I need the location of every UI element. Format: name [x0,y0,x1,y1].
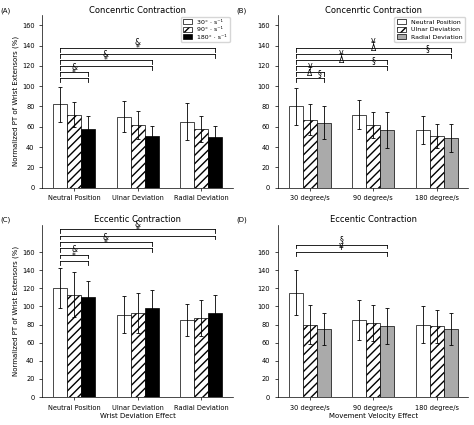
Text: *: * [136,226,139,235]
Text: ¥: ¥ [371,38,375,47]
Title: Eccentic Contraction: Eccentic Contraction [94,215,181,224]
Bar [430,326,444,397]
Text: (C): (C) [0,217,10,223]
Bar [145,136,158,187]
Bar [430,136,444,187]
Bar [366,125,380,187]
Text: (D): (D) [236,217,247,223]
Bar [416,130,430,187]
Text: §: § [318,68,321,78]
Bar [303,120,317,187]
Bar [352,320,366,397]
Text: Δ: Δ [339,57,344,65]
Text: Δ: Δ [371,44,376,53]
Title: Concenrtic Contraction: Concenrtic Contraction [325,6,422,14]
Text: &: & [103,51,109,60]
Y-axis label: Normalized PT of Wrist Extensors (%): Normalized PT of Wrist Extensors (%) [13,246,19,376]
Bar [53,288,67,397]
Bar [194,318,208,397]
Text: *: * [104,239,108,248]
Text: &: & [103,232,109,241]
Bar [208,313,222,397]
Text: Δ: Δ [307,68,312,78]
Text: &: & [135,220,141,229]
Text: ¥: ¥ [339,51,344,60]
Bar [145,308,158,397]
Text: &: & [71,245,77,254]
Text: &: & [135,38,141,47]
Bar [317,329,331,397]
Text: ¥: ¥ [307,62,312,71]
Text: *: * [104,57,108,65]
Bar [180,320,194,397]
Bar [444,138,458,187]
Bar [67,115,81,187]
Bar [130,313,145,397]
Bar [380,326,394,397]
Bar [303,325,317,397]
Bar [289,293,303,397]
Bar [53,105,67,187]
Text: &: & [71,62,77,71]
Text: *: * [72,252,76,261]
X-axis label: Movement Velocity Effect: Movement Velocity Effect [328,414,418,419]
Bar [380,130,394,187]
Bar [194,129,208,187]
Bar [180,122,194,187]
Bar [317,123,331,187]
Bar [366,323,380,397]
Title: Concenrtic Contraction: Concenrtic Contraction [89,6,186,14]
Y-axis label: Normalized PT of Wrist Extensors (%): Normalized PT of Wrist Extensors (%) [13,37,19,167]
Text: ¥: ¥ [339,243,344,252]
Text: *: * [136,44,139,53]
Bar [67,295,81,397]
Text: §: § [426,44,429,53]
Bar [352,115,366,187]
Bar [117,314,130,397]
Bar [289,107,303,187]
Text: *: * [72,68,76,78]
Bar [208,137,222,187]
Text: (B): (B) [236,7,246,14]
Bar [117,116,130,187]
Text: §: § [339,235,343,244]
X-axis label: Wrist Deviation Effect: Wrist Deviation Effect [100,414,175,419]
Text: §: § [372,57,375,65]
Bar [444,329,458,397]
Bar [81,129,95,187]
Title: Eccentic Contraction: Eccentic Contraction [330,215,417,224]
Bar [130,125,145,187]
Legend: Neutral Position, Ulnar Deviation, Radial Deviation: Neutral Position, Ulnar Deviation, Radia… [394,17,465,42]
Bar [81,298,95,397]
Legend: 30° · s⁻¹, 90° · s⁻¹, 180° · s⁻¹: 30° · s⁻¹, 90° · s⁻¹, 180° · s⁻¹ [181,17,230,42]
Text: (A): (A) [0,7,10,14]
Bar [416,325,430,397]
